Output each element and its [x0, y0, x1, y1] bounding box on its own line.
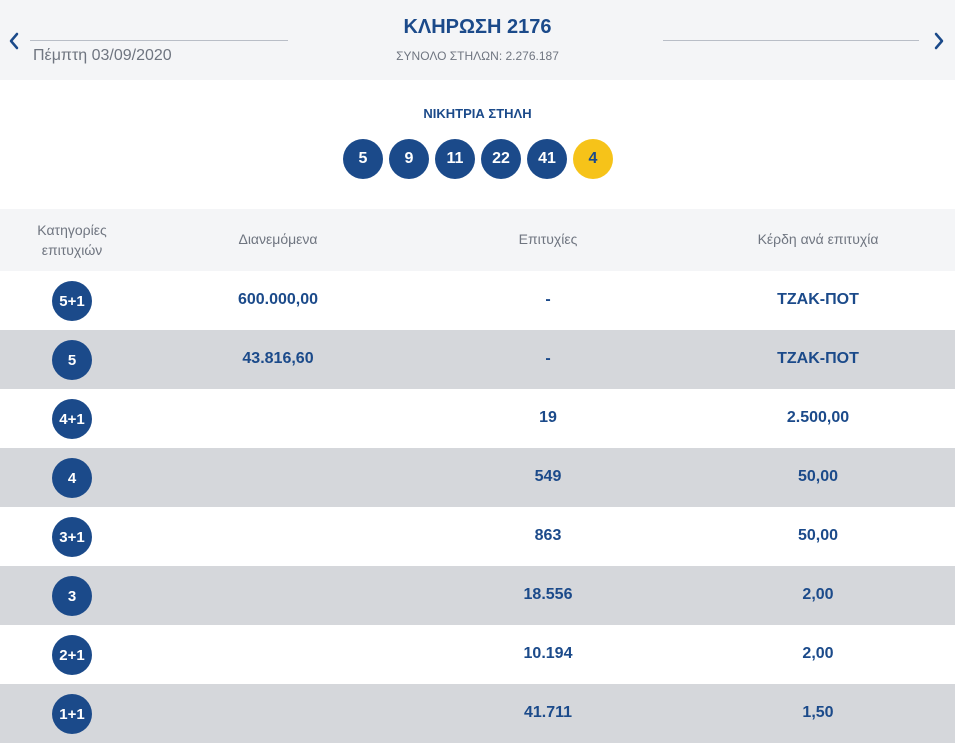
table-row: 5+1 600.000,00 - ΤΖΑΚ-ΠΟΤ	[0, 271, 955, 330]
table-row: 4 549 50,00	[0, 448, 955, 507]
prize-cell: 50,00	[797, 527, 839, 544]
wins-cell: 41.711	[523, 704, 573, 721]
category-badge: 4	[52, 458, 92, 498]
prize-cell: 50,00	[797, 468, 839, 485]
wins-cell: 863	[534, 527, 562, 544]
draw-header: Πέμπτη 03/09/2020 ΚΛΗΡΩΣΗ 2176 ΣΥΝΟΛΟ ΣΤ…	[0, 0, 955, 80]
column-header-category: Κατηγορίες επιτυχιών	[22, 220, 122, 260]
winning-column: ΝΙΚΗΤΡΙΑ ΣΤΗΛΗ 5 9 11 22 41 4	[0, 80, 955, 209]
column-header-prize: Κέρδη ανά επιτυχία	[757, 231, 879, 247]
next-draw-button[interactable]	[931, 28, 947, 54]
column-header-wins: Επιτυχίες	[518, 231, 578, 247]
category-badge: 3+1	[52, 517, 92, 557]
prize-cell: ΤΖΑΚ-ΠΟΤ	[777, 291, 859, 308]
wins-cell: -	[545, 350, 551, 367]
number-ball: 22	[481, 139, 521, 179]
results-table-body: 5+1 600.000,00 - ΤΖΑΚ-ΠΟΤ 5 43.816,60 - …	[0, 271, 955, 743]
bonus-ball: 4	[573, 139, 613, 179]
table-row: 4+1 19 2.500,00	[0, 389, 955, 448]
number-ball: 41	[527, 139, 567, 179]
table-row: 2+1 10.194 2,00	[0, 625, 955, 684]
prize-cell: 2,00	[802, 586, 834, 603]
category-badge: 1+1	[52, 694, 92, 734]
table-row: 3+1 863 50,00	[0, 507, 955, 566]
wins-cell: 18.556	[523, 586, 573, 603]
divider-right	[663, 40, 919, 41]
winning-numbers: 5 9 11 22 41 4	[343, 139, 613, 179]
category-badge: 4+1	[52, 399, 92, 439]
chevron-right-icon	[934, 32, 944, 50]
wins-cell: -	[545, 291, 551, 308]
chevron-left-icon	[9, 32, 19, 50]
category-badge: 2+1	[52, 635, 92, 675]
winning-column-title: ΝΙΚΗΤΡΙΑ ΣΤΗΛΗ	[423, 106, 532, 121]
number-ball: 11	[435, 139, 475, 179]
results-table-header: Κατηγορίες επιτυχιών Διανεμόμενα Επιτυχί…	[0, 209, 955, 271]
category-header-line1: Κατηγορίες	[37, 222, 107, 238]
wins-cell: 19	[539, 409, 557, 426]
category-header-line2: επιτυχιών	[41, 242, 103, 258]
prize-cell: ΤΖΑΚ-ΠΟΤ	[777, 350, 859, 367]
table-row: 5 43.816,60 - ΤΖΑΚ-ΠΟΤ	[0, 330, 955, 389]
category-badge: 5+1	[52, 281, 92, 321]
distributed-cell: 600.000,00	[237, 291, 319, 308]
total-columns: ΣΥΝΟΛΟ ΣΤΗΛΩΝ: 2.276.187	[396, 49, 559, 63]
category-badge: 5	[52, 340, 92, 380]
distributed-cell: 43.816,60	[242, 350, 314, 367]
number-ball: 9	[389, 139, 429, 179]
prize-cell: 2,00	[802, 645, 834, 662]
column-header-distributed: Διανεμόμενα	[238, 231, 318, 247]
divider-left	[30, 40, 288, 41]
table-row: 1+1 41.711 1,50	[0, 684, 955, 743]
wins-cell: 10.194	[523, 645, 573, 662]
wins-cell: 549	[534, 468, 562, 485]
category-badge: 3	[52, 576, 92, 616]
prize-cell: 1,50	[802, 704, 834, 721]
draw-title: ΚΛΗΡΩΣΗ 2176	[403, 16, 552, 38]
table-row: 3 18.556 2,00	[0, 566, 955, 625]
number-ball: 5	[343, 139, 383, 179]
draw-date: Πέμπτη 03/09/2020	[33, 47, 172, 64]
prize-cell: 2.500,00	[786, 409, 850, 426]
previous-draw-button[interactable]	[6, 28, 22, 54]
